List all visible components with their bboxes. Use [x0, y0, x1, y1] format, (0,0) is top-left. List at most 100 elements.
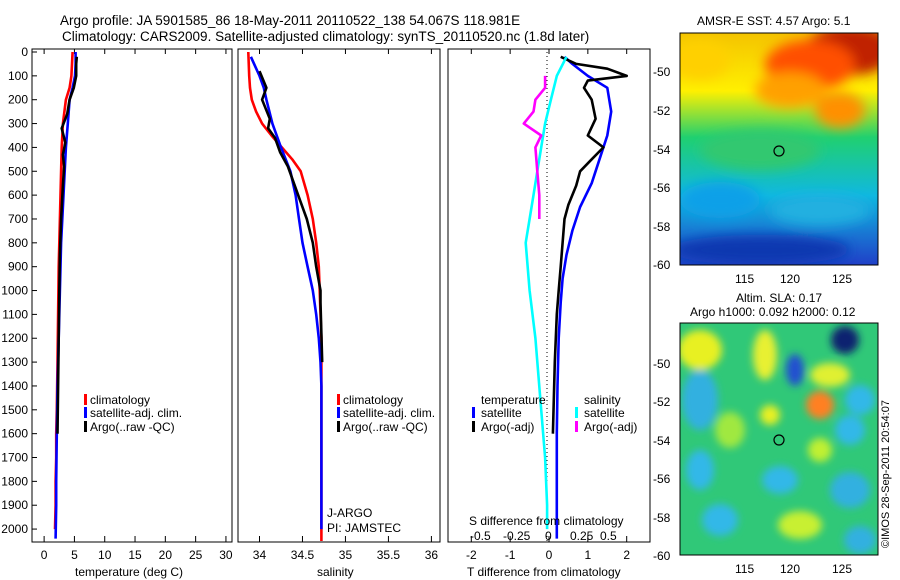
lat-tick-label: -52: [653, 104, 671, 118]
legend-swatch-t-satellite: [472, 407, 475, 418]
series-line-satellite-adj-clim: [249, 56, 323, 530]
s-tick-label: 0: [545, 529, 552, 543]
salinity-legend: climatology satellite-adj. clim. Argo(..…: [337, 393, 435, 434]
sla-map-frame: [679, 322, 879, 556]
series-line-satellite: [524, 56, 568, 530]
legend-swatch-climatology: [84, 394, 87, 405]
x-tick-label: 0: [41, 548, 48, 562]
legend-swatch-climatology: [337, 394, 340, 405]
temperature-legend: climatology satellite-adj. clim. Argo(..…: [84, 393, 182, 434]
series-line-argo-raw-qc: [56, 56, 79, 434]
pi-annotation: PI: JAMSTEC: [327, 521, 401, 535]
legend-label-climatology: climatology: [90, 393, 150, 407]
y-tick-label: 1300: [1, 355, 28, 369]
sst-x-axis: 115 120 125: [735, 272, 852, 286]
sst-map-title: AMSR-E SST: 4.57 Argo: 5.1: [697, 14, 851, 28]
y-tick-label: 1600: [1, 427, 28, 441]
x-tick-label: 35.5: [377, 548, 401, 562]
y-tick-label: 900: [8, 260, 28, 274]
y-tick-label: 700: [8, 212, 28, 226]
s-tick-label: 0.5: [600, 529, 617, 543]
legend-label-s-satellite: satellite: [584, 406, 625, 420]
lat-tick-label: -50: [653, 357, 671, 371]
lon-tick-label: 125: [832, 562, 852, 576]
x-tick-label: 5: [71, 548, 78, 562]
y-tick-label: 1800: [1, 474, 28, 488]
lat-tick-label: -56: [653, 181, 671, 195]
y-tick-label: 1900: [1, 498, 28, 512]
series-line-argo-raw-qc: [258, 70, 324, 363]
s-difference-label: S difference from climatology: [469, 514, 624, 528]
lon-tick-label: 120: [780, 272, 800, 286]
argo-height-title: Argo h1000: 0.092 h2000: 0.12: [690, 305, 856, 319]
difference-legend: temperature salinity satellite Argo(-adj…: [472, 393, 637, 434]
temperature-xlabel: temperature (deg C): [75, 565, 183, 579]
y-tick-label: 1700: [1, 451, 28, 465]
lat-tick-label: -54: [653, 434, 671, 448]
y-tick-label: 500: [8, 164, 28, 178]
s-tick-label: -0.25: [503, 529, 531, 543]
difference-panel: -2 -1 0 1 2 T difference from climatology S …: [447, 48, 651, 579]
x-tick-label: 25: [189, 548, 203, 562]
x-tick-label: 34.5: [291, 548, 315, 562]
y-tick-label: 400: [8, 140, 28, 154]
legend-swatch-argo: [337, 421, 340, 432]
legend-title-salinity: salinity: [584, 393, 621, 407]
y-tick-label: 1000: [1, 284, 28, 298]
legend-swatch-t-argo: [472, 421, 475, 432]
lat-tick-label: -60: [653, 258, 671, 272]
sst-map-frame: [679, 32, 879, 266]
sst-y-axis: -50 -52 -54 -56 -58 -60: [653, 65, 671, 272]
data-centre-annotation: J-ARGO: [327, 506, 372, 520]
y-tick-label: 1200: [1, 331, 28, 345]
y-tick-label: 800: [8, 236, 28, 250]
x-tick-label: 35: [339, 548, 353, 562]
legend-label-s-argo: Argo(-adj): [584, 420, 637, 434]
legend-label-argo: Argo(..raw -QC): [90, 420, 175, 434]
lat-tick-label: -60: [653, 549, 671, 563]
sla-map-title: Altim. SLA: 0.17: [736, 291, 822, 305]
lat-tick-label: -50: [653, 65, 671, 79]
lat-tick-label: -56: [653, 472, 671, 486]
x-tick-label: 10: [98, 548, 112, 562]
x-tick-label: 15: [128, 548, 142, 562]
t-difference-x-axis: -2 -1 0 1 2: [466, 49, 630, 562]
x-tick-label: 0: [546, 548, 553, 562]
t-difference-xlabel: T difference from climatology: [467, 565, 621, 579]
legend-swatch-satellite: [337, 407, 340, 418]
s-difference-ticks: -0.5 -0.25 0 0.25 0.5: [470, 529, 617, 543]
legend-label-t-satellite: satellite: [481, 406, 522, 420]
legend-swatch-s-satellite: [575, 407, 578, 418]
legend-swatch-argo: [84, 421, 87, 432]
legend-swatch-satellite: [84, 407, 87, 418]
x-tick-label: 1: [585, 548, 592, 562]
s-tick-label: -0.5: [470, 529, 491, 543]
lat-tick-label: -58: [653, 220, 671, 234]
temperature-axes-frame: [31, 48, 233, 543]
salinity-series: [247, 51, 324, 541]
x-tick-label: 2: [623, 548, 630, 562]
y-tick-label: 1400: [1, 379, 28, 393]
y-tick-label: 2000: [1, 522, 28, 536]
legend-title-temperature: temperature: [481, 393, 546, 407]
x-tick-label: 36: [425, 548, 439, 562]
temperature-series: [53, 51, 79, 539]
y-tick-label: 600: [8, 188, 28, 202]
sst-map: AMSR-E SST: 4.57 Argo: 5.1 -50 -52 -54 -…: [653, 14, 879, 286]
temperature-x-axis: 0 5 10 15 20 25 30: [41, 49, 233, 562]
y-tick-label: 1500: [1, 403, 28, 417]
lat-tick-label: -52: [653, 395, 671, 409]
sla-x-axis: 115 120 125: [735, 562, 852, 576]
y-tick-label: 0: [21, 45, 28, 59]
sla-field: [680, 323, 878, 555]
difference-series: [522, 55, 629, 539]
difference-axes-frame: [447, 48, 651, 543]
imos-credit: ©IMOS 28-Sep-2011 20:54:07: [880, 400, 892, 548]
legend-label-satellite: satellite-adj. clim.: [343, 406, 435, 420]
legend-label-argo: Argo(..raw -QC): [343, 420, 428, 434]
legend-label-climatology: climatology: [343, 393, 403, 407]
x-tick-label: -1: [505, 548, 516, 562]
lat-tick-label: -58: [653, 511, 671, 525]
y-tick-label: 100: [8, 69, 28, 83]
